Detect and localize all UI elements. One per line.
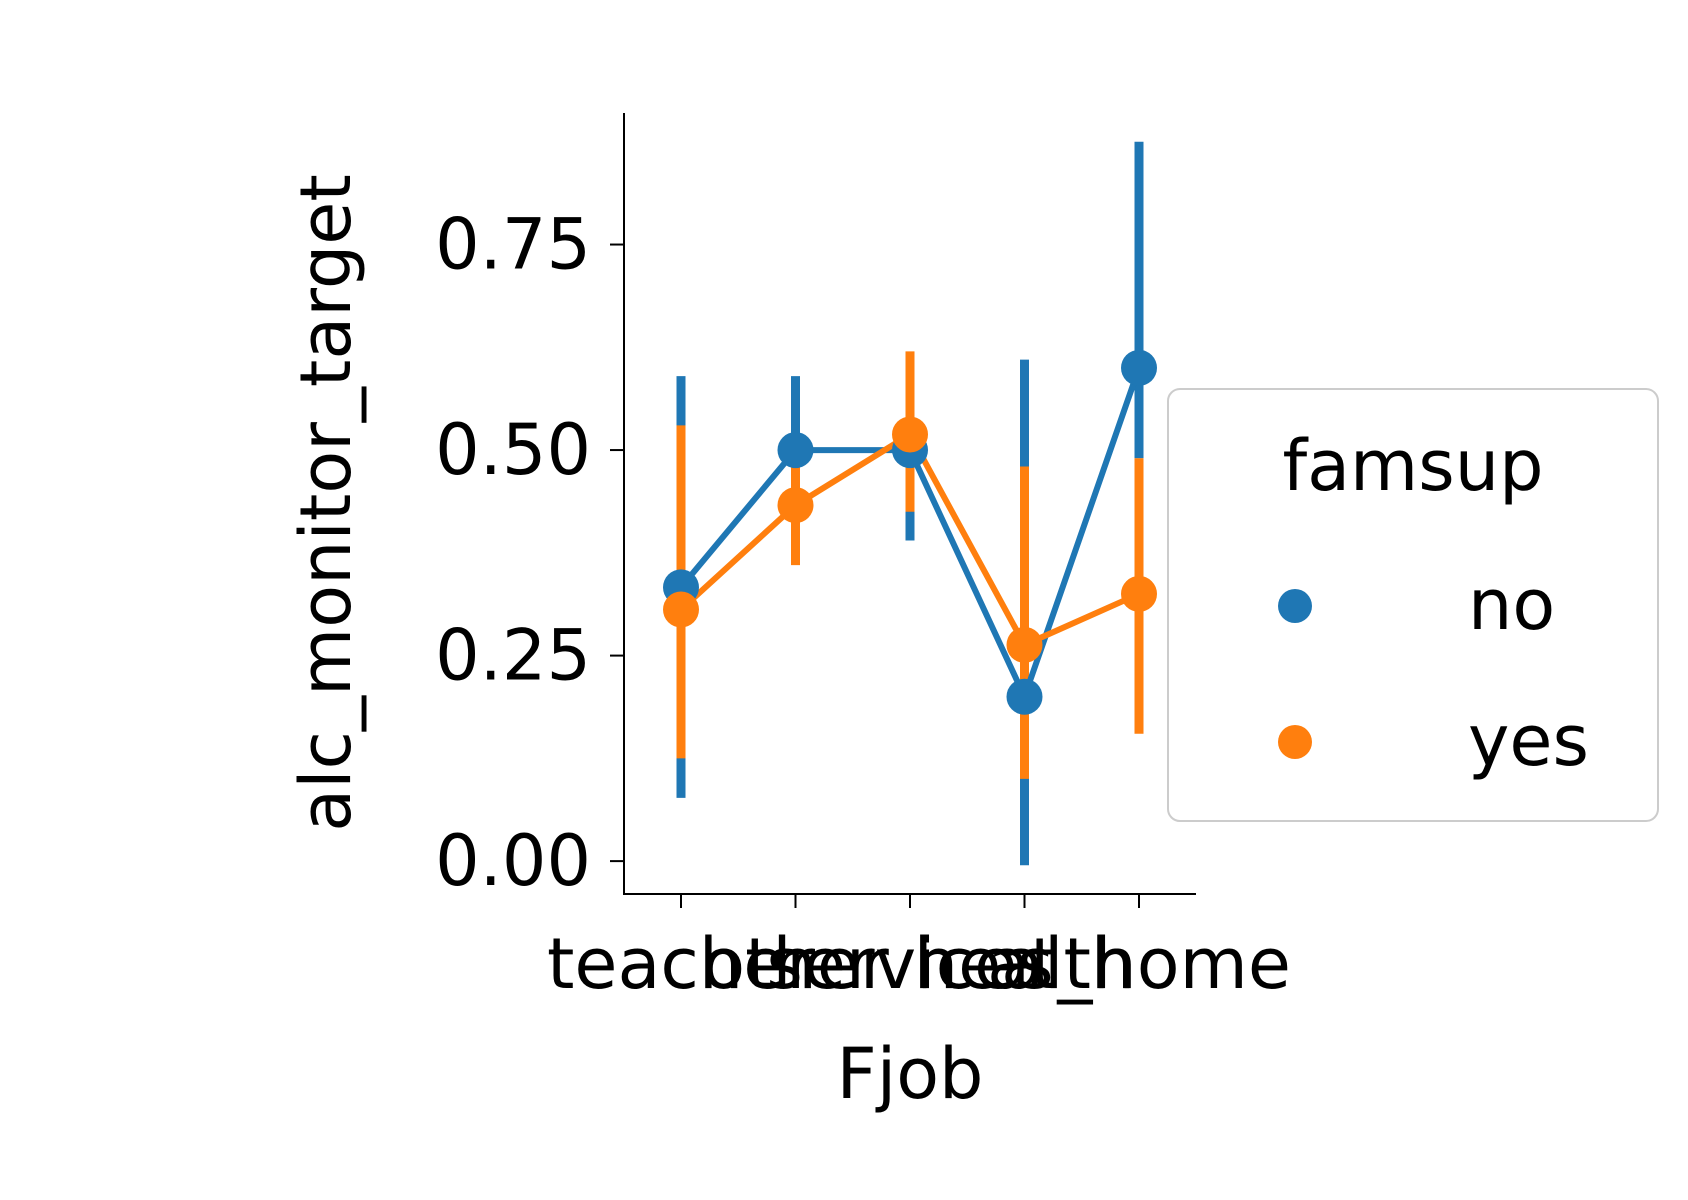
y-tick-label: 0.25 (435, 615, 591, 697)
y-tick-label: 0.75 (435, 204, 591, 286)
x-tick-label: services (766, 923, 1053, 1005)
point-no-health (1006, 678, 1043, 715)
x-tick-label: at_home (987, 923, 1291, 1005)
y-tick-label: 0.50 (435, 409, 591, 491)
point-no-at_home (1121, 349, 1157, 386)
y-ticks: 0.00 0.25 0.50 0.75 (435, 204, 624, 902)
x-tick-label: other (702, 923, 889, 1005)
point-yes-at_home (1121, 575, 1157, 612)
legend-title: famsup (1283, 425, 1544, 507)
series-points (663, 349, 1157, 715)
x-tick-label: health (914, 923, 1136, 1005)
x-tick-label: teacher (547, 923, 815, 1005)
x-axis-label: Fjob (837, 1033, 984, 1115)
point-yes-health (1006, 626, 1043, 663)
legend: famsup no yes (1167, 388, 1659, 822)
point-no-other (777, 432, 814, 469)
legend-frame (1167, 388, 1659, 822)
legend-label-no: no (1468, 564, 1555, 646)
legend-marker-yes (1278, 725, 1312, 759)
legend-label-yes: yes (1468, 700, 1589, 782)
point-yes-services (892, 416, 928, 453)
legend-marker-no (1278, 589, 1312, 623)
y-axis-label: alc_monitor_target (285, 174, 367, 832)
point-yes-other (777, 487, 814, 524)
point-yes-teacher (663, 591, 699, 628)
y-tick-label: 0.00 (435, 820, 591, 902)
